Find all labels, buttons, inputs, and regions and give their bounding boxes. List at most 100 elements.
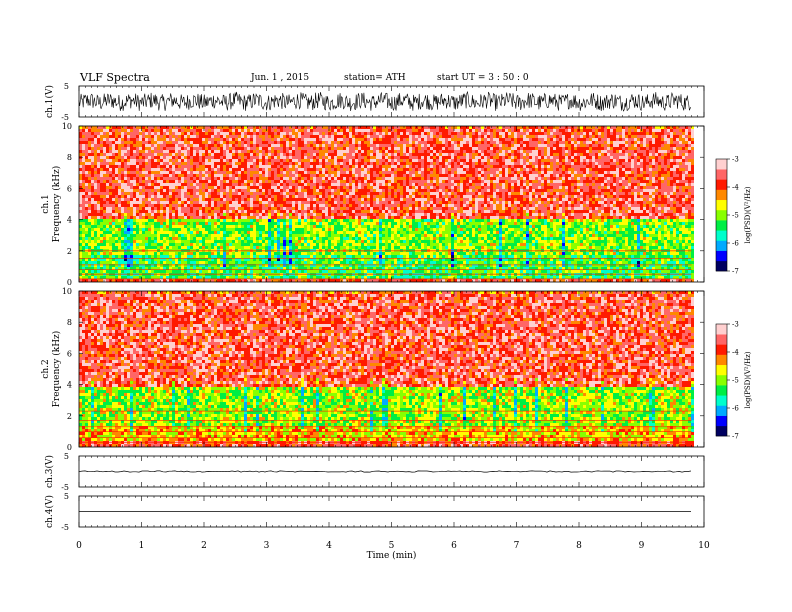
spectrogram-cell (124, 159, 127, 162)
spectrogram-cell (319, 246, 322, 249)
spectrogram-cell (313, 192, 316, 195)
spectrogram-cell (316, 276, 319, 279)
spectrogram-cell (136, 150, 139, 153)
spectrogram-cell (271, 174, 274, 177)
spectrogram-cell (223, 276, 226, 279)
spectrogram-cell (133, 162, 136, 165)
spectrogram-cell (331, 252, 334, 255)
spectrogram-cell (136, 198, 139, 201)
spectrogram-cell (214, 258, 217, 261)
spectrogram-cell (85, 189, 88, 192)
spectrogram-cell (181, 189, 184, 192)
spectrogram-cell (187, 228, 190, 231)
spectrogram-cell (148, 126, 151, 129)
spectrogram-cell (280, 186, 283, 189)
spectrogram-cell (250, 246, 253, 249)
spectrogram-cell (343, 141, 346, 144)
spectrogram-cell (166, 180, 169, 183)
spectrogram-cell (250, 147, 253, 150)
spectrogram-cell (226, 132, 229, 135)
spectrogram-cell (100, 198, 103, 201)
spectrogram-cell (352, 201, 355, 204)
spectrogram-cell (220, 159, 223, 162)
spectrogram-cell (115, 207, 118, 210)
spectrogram-cell (226, 219, 229, 222)
spectrogram-cell (118, 195, 121, 198)
spectrogram-cell (286, 180, 289, 183)
spectrogram-cell (112, 159, 115, 162)
spectrogram-cell (283, 147, 286, 150)
spectrogram-cell (175, 177, 178, 180)
spectrogram-cell (181, 201, 184, 204)
spectrogram-cell (172, 279, 175, 282)
spectrogram-cell (328, 264, 331, 267)
spectrogram-cell (193, 159, 196, 162)
spectrogram-cell (115, 198, 118, 201)
spectrogram-cell (208, 204, 211, 207)
spectrogram-cell (343, 258, 346, 261)
spectrogram-cell (316, 147, 319, 150)
spectrogram-cell (247, 240, 250, 243)
spectrogram-cell (160, 231, 163, 234)
spectrogram-cell (229, 183, 232, 186)
spectrogram-cell (163, 156, 166, 159)
spectrogram-cell (154, 159, 157, 162)
spectrogram-cell (247, 189, 250, 192)
spectrogram-cell (319, 258, 322, 261)
spectrogram-cell (115, 186, 118, 189)
spectrogram-cell (112, 219, 115, 222)
spectrogram-cell (103, 177, 106, 180)
spectrogram-cell (280, 204, 283, 207)
spectrogram-cell (85, 162, 88, 165)
spectrogram-cell (88, 255, 91, 258)
spectrogram-cell (292, 234, 295, 237)
spectrogram-cell (229, 213, 232, 216)
spectrogram-cell (193, 264, 196, 267)
spectrogram-cell (352, 192, 355, 195)
spectrogram-cell (331, 153, 334, 156)
spectrogram-cell (169, 144, 172, 147)
spectrogram-cell (319, 231, 322, 234)
spectrogram-cell (298, 141, 301, 144)
spectrogram-cell (289, 156, 292, 159)
spectrogram-cell (313, 159, 316, 162)
spectrogram-cell (115, 240, 118, 243)
spectrogram-cell (268, 153, 271, 156)
spectrogram-cell (301, 171, 304, 174)
spectrogram-cell (106, 207, 109, 210)
spectrogram-cell (103, 162, 106, 165)
spectrogram-cell (256, 135, 259, 138)
spectrogram-cell (172, 195, 175, 198)
spectrogram-cell (283, 213, 286, 216)
spectrogram-cell (151, 141, 154, 144)
spectrogram-cell (271, 240, 274, 243)
spectrogram-cell (175, 276, 178, 279)
spectrogram-cell (208, 207, 211, 210)
spectrogram-cell (109, 210, 112, 213)
spectrogram-cell (277, 141, 280, 144)
spectrogram-cell (337, 171, 340, 174)
spectrogram-cell (145, 276, 148, 279)
spectrogram-cell (118, 261, 121, 264)
spectrogram-cell (145, 171, 148, 174)
spectrogram-cell (235, 129, 238, 132)
spectrogram-cell (154, 204, 157, 207)
spectrogram-cell (196, 222, 199, 225)
spectrogram-cell (82, 261, 85, 264)
spectrogram-cell (142, 225, 145, 228)
spectrogram-cell (157, 174, 160, 177)
spectrogram-cell (304, 228, 307, 231)
spectrogram-cell (274, 153, 277, 156)
spectrogram-cell (319, 267, 322, 270)
spectrogram-cell (304, 219, 307, 222)
spectrogram-cell (187, 201, 190, 204)
spectrogram-cell (205, 153, 208, 156)
spectrogram-cell (280, 267, 283, 270)
spectrogram-cell (91, 156, 94, 159)
spectrogram-cell (172, 174, 175, 177)
spectrogram-cell (148, 222, 151, 225)
spectrogram-cell (295, 216, 298, 219)
spectrogram-cell (256, 132, 259, 135)
spectrogram-cell (205, 258, 208, 261)
spectrogram-cell (169, 129, 172, 132)
